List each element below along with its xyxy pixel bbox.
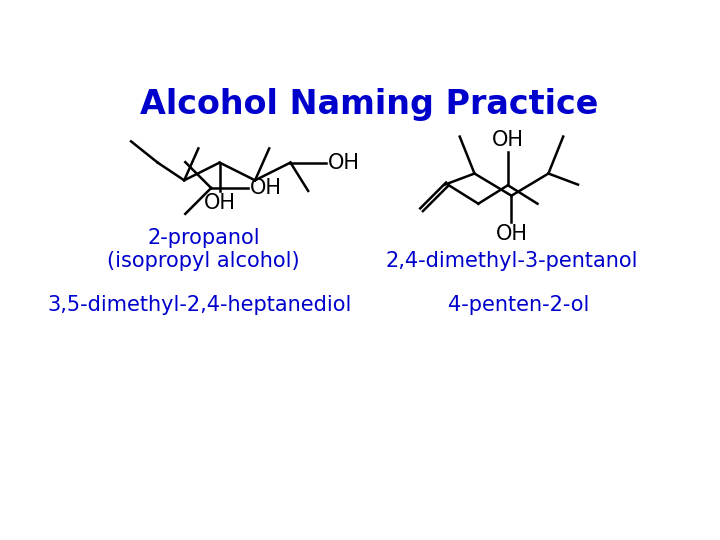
Text: OH: OH: [495, 224, 528, 244]
Text: OH: OH: [492, 130, 524, 150]
Text: 2-propanol: 2-propanol: [147, 228, 260, 248]
Text: OH: OH: [328, 153, 359, 173]
Text: 2,4-dimethyl-3-pentanol: 2,4-dimethyl-3-pentanol: [385, 251, 638, 271]
Text: (isopropyl alcohol): (isopropyl alcohol): [107, 251, 300, 271]
Text: 3,5-dimethyl-2,4-heptanediol: 3,5-dimethyl-2,4-heptanediol: [48, 295, 352, 315]
Text: OH: OH: [204, 193, 235, 213]
Text: OH: OH: [250, 178, 282, 198]
Text: Alcohol Naming Practice: Alcohol Naming Practice: [140, 88, 598, 121]
Text: 4-penten-2-ol: 4-penten-2-ol: [449, 295, 590, 315]
